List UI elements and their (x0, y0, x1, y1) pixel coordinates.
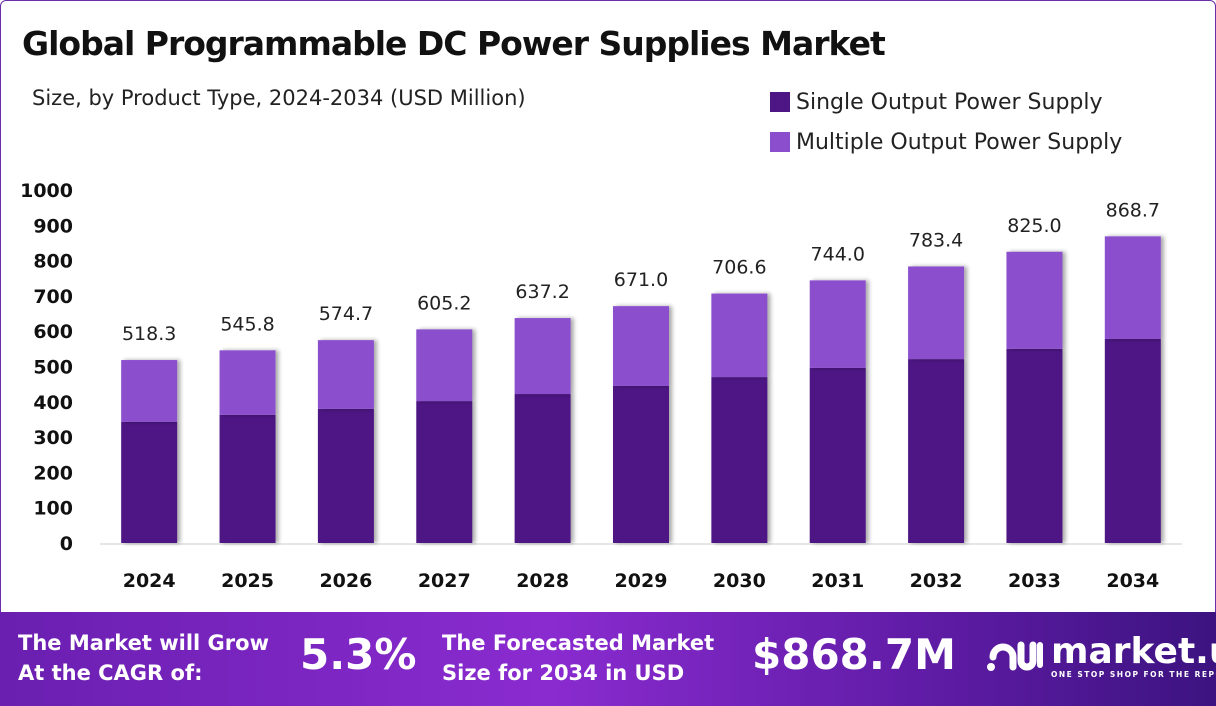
x-tick-label: 2027 (418, 570, 471, 592)
data-label-total: 518.3 (122, 323, 176, 345)
logo-name: market.us (1051, 631, 1216, 672)
x-tick-label: 2025 (221, 570, 274, 592)
legend-label: Multiple Output Power Supply (796, 129, 1123, 155)
x-tick-label: 2024 (123, 570, 176, 592)
cagr-label: The Market will Grow At the CAGR of: (18, 628, 269, 688)
legend-item-single: Single Output Power Supply (770, 82, 1122, 122)
y-tick-label: 800 (33, 251, 73, 273)
bar-single-output (219, 414, 276, 543)
footer-banner: The Market will Grow At the CAGR of: 5.3… (0, 612, 1216, 706)
y-tick-label: 600 (33, 321, 73, 343)
bar-single-output (809, 367, 866, 543)
data-label-total: 783.4 (909, 229, 963, 251)
bar-single-output (711, 377, 768, 543)
x-tick-label: 2034 (1106, 570, 1159, 592)
x-tick-label: 2029 (615, 570, 668, 592)
market-us-logo: market.us ONE STOP SHOP FOR THE REPORTS (985, 634, 1216, 679)
y-tick-label: 500 (33, 357, 73, 379)
y-tick-label: 200 (33, 462, 73, 484)
bar-single-output (317, 408, 374, 543)
data-label-total: 706.6 (712, 257, 766, 279)
bar-multiple-output (908, 266, 965, 360)
bar-multiple-output (514, 318, 571, 395)
x-tick-label: 2026 (319, 570, 372, 592)
cagr-label-line: The Market will Grow (18, 631, 269, 655)
y-tick-label: 100 (33, 498, 73, 520)
legend: Single Output Power Supply Multiple Outp… (770, 82, 1122, 162)
y-tick-label: 700 (33, 286, 73, 308)
data-label-total: 825.0 (1007, 215, 1061, 237)
x-tick-label: 2033 (1008, 570, 1061, 592)
bar-single-output (1104, 338, 1161, 543)
x-tick-label: 2032 (910, 570, 963, 592)
bar-chart: 0 100 200 300 400 500 600 700 800 900 1000 518.3 202… (20, 180, 1182, 592)
cagr-value: 5.3% (300, 630, 417, 679)
data-label-total: 574.7 (319, 303, 373, 325)
bar-multiple-output (613, 306, 669, 386)
bar-single-output (121, 421, 178, 543)
bar-multiple-output (416, 329, 473, 402)
y-tick-label: 0 (60, 533, 73, 555)
x-tick-label: 2028 (516, 570, 569, 592)
forecast-label-line: The Forecasted Market (442, 631, 715, 655)
data-label-total: 868.7 (1106, 199, 1160, 221)
data-label-total: 671.0 (614, 269, 668, 291)
bar-single-output (613, 385, 669, 543)
legend-label: Single Output Power Supply (796, 89, 1103, 115)
cagr-label-line: At the CAGR of: (18, 661, 203, 685)
logo-icon (987, 641, 1043, 671)
legend-swatch-multiple (770, 132, 790, 152)
bar-multiple-output (1006, 251, 1063, 349)
chart-title: Global Programmable DC Power Supplies Ma… (22, 24, 886, 63)
bar-multiple-output (809, 280, 866, 368)
bar-single-output (416, 401, 473, 543)
legend-item-multiple: Multiple Output Power Supply (770, 122, 1122, 162)
bar-single-output (908, 359, 965, 543)
data-label-total: 605.2 (417, 292, 471, 314)
x-tick-label: 2031 (811, 570, 864, 592)
forecast-value: $868.7M (752, 630, 956, 679)
data-label-total: 744.0 (811, 243, 865, 265)
forecast-label-line: Size for 2034 in USD (442, 661, 685, 685)
y-tick-label: 900 (33, 215, 73, 237)
bar-multiple-output (317, 340, 374, 409)
y-tick-label: 1000 (20, 180, 73, 202)
x-tick-label: 2030 (713, 570, 766, 592)
forecast-label: The Forecasted Market Size for 2034 in U… (442, 628, 714, 688)
legend-swatch-single (770, 92, 790, 112)
chart-subtitle: Size, by Product Type, 2024-2034 (USD Mi… (32, 86, 526, 110)
logo-tagline: ONE STOP SHOP FOR THE REPORTS (1051, 670, 1216, 679)
y-tick-label: 300 (33, 427, 73, 449)
bar-single-output (514, 394, 571, 543)
data-label-total: 637.2 (515, 281, 569, 303)
bar-single-output (1006, 348, 1063, 543)
bar-multiple-output (219, 350, 276, 415)
bar-multiple-output (121, 360, 178, 422)
data-label-total: 545.8 (220, 313, 274, 335)
y-tick-label: 400 (33, 392, 73, 414)
bar-multiple-output (711, 293, 768, 378)
bar-multiple-output (1104, 236, 1161, 339)
